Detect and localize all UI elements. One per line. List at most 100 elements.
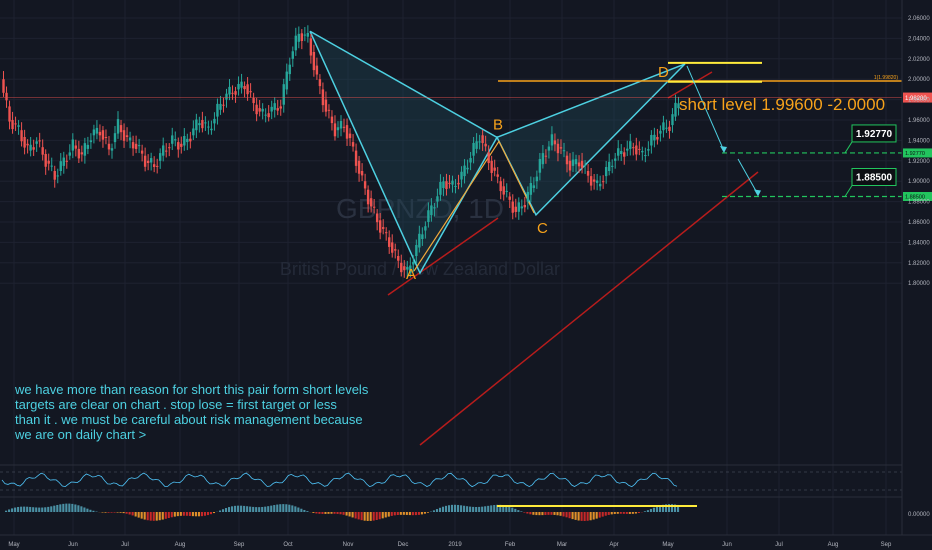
candle-body bbox=[186, 138, 189, 143]
time-axis[interactable]: May Jun Jul Aug Sep Oct Nov Dec 2019 Feb Mar Apr May… bbox=[8, 542, 892, 548]
macd-bar bbox=[505, 505, 508, 512]
candle-body bbox=[80, 152, 84, 155]
candle-body bbox=[195, 119, 198, 131]
candle-body bbox=[424, 226, 427, 231]
candle-body bbox=[104, 137, 108, 138]
candle-body bbox=[385, 232, 388, 234]
macd-bar bbox=[218, 510, 222, 512]
projection-arrow-2 bbox=[737, 158, 759, 195]
candle-body bbox=[252, 97, 255, 104]
macd-bar bbox=[634, 512, 637, 514]
candle-body bbox=[614, 158, 617, 161]
candle-body bbox=[580, 160, 584, 168]
candle-body bbox=[255, 104, 258, 115]
candle-body bbox=[222, 104, 225, 106]
candle-body bbox=[388, 237, 391, 247]
candle-body bbox=[595, 180, 599, 183]
candle-body bbox=[330, 116, 334, 124]
macd-bar bbox=[517, 510, 520, 512]
macd-bar bbox=[643, 511, 646, 512]
macd-bar bbox=[571, 512, 574, 520]
candle-body bbox=[35, 141, 38, 144]
candle-body bbox=[264, 114, 267, 116]
candle-body bbox=[116, 119, 120, 134]
macd-bar bbox=[83, 507, 86, 512]
macd-bar bbox=[622, 512, 625, 514]
candle-body bbox=[502, 186, 505, 195]
candle-body bbox=[571, 159, 575, 166]
candle-body bbox=[644, 155, 647, 157]
macd-bar bbox=[402, 512, 405, 515]
macd-bar bbox=[149, 512, 152, 521]
candle-body bbox=[312, 52, 316, 71]
note-line-3: than it . we must be careful about risk … bbox=[15, 412, 363, 427]
candles bbox=[2, 25, 680, 278]
macd-bar bbox=[378, 512, 381, 520]
macd-bar bbox=[529, 512, 532, 515]
rsi-pane bbox=[0, 471, 902, 491]
note-line-4: we are on daily chart > bbox=[14, 427, 146, 442]
candle-body bbox=[134, 143, 138, 149]
candle-body bbox=[638, 148, 641, 150]
candle-body bbox=[279, 106, 282, 109]
candle-body bbox=[20, 130, 23, 142]
macd-bar bbox=[300, 508, 303, 512]
macd-bar bbox=[583, 512, 586, 521]
macd-bar bbox=[490, 505, 493, 512]
candle-body bbox=[656, 137, 659, 140]
price-axis[interactable]: 2.06000 2.04000 2.02000 2.00000 1.98000 1.960… bbox=[908, 16, 930, 287]
projection-arrow-1 bbox=[686, 65, 725, 152]
macd-bar bbox=[414, 512, 417, 516]
candle-body bbox=[442, 181, 445, 188]
candle-body bbox=[381, 227, 385, 229]
candle-body bbox=[86, 144, 90, 149]
pattern-triangle-xab bbox=[310, 31, 497, 274]
candle-body bbox=[32, 147, 35, 150]
macd-bar bbox=[74, 504, 77, 512]
candle-body bbox=[535, 176, 539, 182]
candle-body bbox=[499, 181, 502, 192]
macd-bar bbox=[454, 504, 457, 512]
short-level-text: short level 1.99600 -2.0000 bbox=[679, 95, 885, 114]
macd-bar bbox=[592, 512, 595, 520]
candle-body bbox=[436, 196, 439, 202]
candle-body bbox=[617, 148, 620, 156]
macd-bar bbox=[306, 511, 309, 512]
macd-bar bbox=[240, 505, 243, 512]
macd-bar bbox=[140, 512, 143, 519]
macd-bar bbox=[312, 512, 315, 513]
candle-body bbox=[53, 171, 56, 180]
macd-bar bbox=[589, 512, 592, 521]
macd-bar bbox=[182, 512, 185, 516]
macd-pane bbox=[5, 503, 697, 521]
candle-body bbox=[360, 171, 364, 176]
y-tick-label: 1.88000 bbox=[908, 200, 930, 206]
x-tick-label: Jul bbox=[121, 542, 129, 548]
y-tick-label: 1.80000 bbox=[908, 281, 930, 287]
candle-body bbox=[137, 145, 141, 147]
candle-body bbox=[201, 120, 204, 129]
candle-body bbox=[541, 153, 545, 165]
candle-body bbox=[478, 141, 481, 143]
macd-bar bbox=[511, 507, 514, 512]
projection-arrowhead-1 bbox=[720, 145, 727, 153]
candle-body bbox=[128, 137, 132, 141]
candle-body bbox=[98, 131, 102, 136]
candle-body bbox=[273, 103, 276, 110]
macd-bar bbox=[478, 506, 481, 512]
macd-bar bbox=[646, 510, 649, 512]
macd-bar bbox=[324, 512, 327, 514]
macd-bar bbox=[179, 512, 182, 516]
macd-bar bbox=[487, 505, 490, 512]
candle-body bbox=[8, 106, 11, 122]
macd-bar bbox=[176, 512, 179, 517]
candle-body bbox=[553, 140, 557, 145]
macd-bar bbox=[197, 512, 200, 517]
macd-bar bbox=[562, 512, 565, 517]
macd-bar bbox=[502, 505, 505, 512]
macd-bar bbox=[450, 504, 454, 512]
candle-body bbox=[439, 181, 442, 195]
macd-bar bbox=[384, 512, 387, 518]
